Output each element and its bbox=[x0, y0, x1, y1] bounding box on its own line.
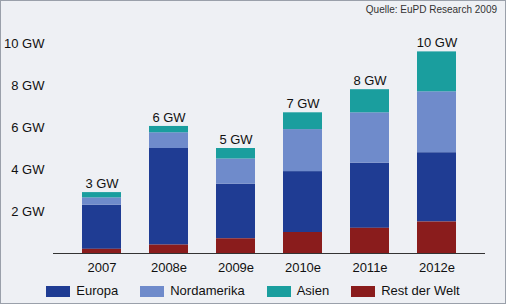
svg-text:2 GW: 2 GW bbox=[11, 204, 45, 219]
svg-text:5 GW: 5 GW bbox=[219, 132, 253, 147]
svg-text:2011e: 2011e bbox=[352, 260, 387, 275]
html-text:Quelle: EuPD Research 2009: Quelle: EuPD Research 2009 bbox=[365, 4, 497, 15]
svg-text:4 GW: 4 GW bbox=[11, 162, 45, 177]
svg-text:7 GW: 7 GW bbox=[286, 96, 320, 111]
svg-text:3 GW: 3 GW bbox=[85, 176, 119, 191]
svg-text:2007: 2007 bbox=[88, 260, 117, 275]
svg-text:2008e: 2008e bbox=[151, 260, 187, 275]
html-text:Nordamerika: Nordamerika bbox=[170, 282, 245, 298]
svg-text:6 GW: 6 GW bbox=[11, 120, 45, 135]
svg-text:2012e: 2012e bbox=[419, 260, 455, 275]
svg-text:8 GW: 8 GW bbox=[353, 73, 387, 88]
svg-text:2010e: 2010e bbox=[285, 260, 321, 275]
svg-text:6 GW: 6 GW bbox=[152, 110, 186, 125]
svg-text:10 GW: 10 GW bbox=[4, 36, 45, 51]
svg-text:10 GW: 10 GW bbox=[417, 35, 458, 50]
html-text:Rest der Welt: Rest der Welt bbox=[381, 282, 460, 298]
svg-text:8 GW: 8 GW bbox=[11, 78, 45, 93]
html-text:Europa: Europa bbox=[76, 282, 119, 298]
svg-text:2009e: 2009e bbox=[218, 260, 254, 275]
html-text:Asien: Asien bbox=[296, 282, 330, 298]
